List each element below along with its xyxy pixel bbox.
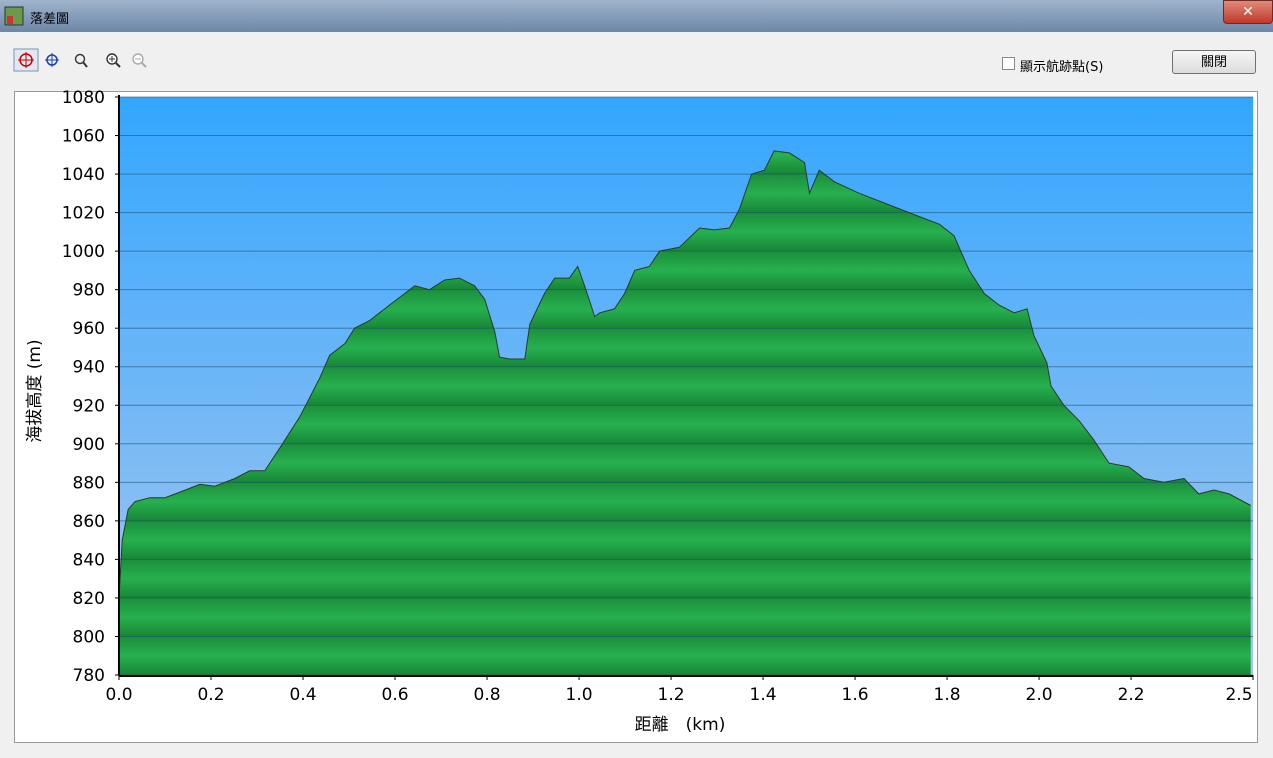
x-tick-label: 1.0 <box>566 685 593 705</box>
y-tick-label: 820 <box>73 589 105 609</box>
y-tick-label: 1000 <box>62 242 105 262</box>
x-tick-label: 0.6 <box>382 685 409 705</box>
tool-zoom-out[interactable] <box>132 53 147 68</box>
x-tick-label: 2.2 <box>1118 685 1145 705</box>
y-tick-label: 940 <box>73 358 105 378</box>
y-tick-label: 1020 <box>62 204 105 224</box>
y-tick-label: 980 <box>73 281 105 301</box>
x-tick-label: 2.0 <box>1026 685 1053 705</box>
x-tick-label: 1.6 <box>842 685 869 705</box>
tool-cross[interactable] <box>45 53 59 67</box>
x-axis-label: 距離 (km) <box>635 715 726 735</box>
tool-zoom-in[interactable] <box>106 53 121 68</box>
y-tick-label: 1080 <box>62 88 105 108</box>
toolbar-icons <box>13 48 147 72</box>
y-tick-label: 960 <box>73 319 105 339</box>
y-tick-label: 880 <box>73 473 105 493</box>
checkbox[interactable] <box>1002 57 1015 70</box>
y-tick-label: 1040 <box>62 165 105 185</box>
checkbox-label[interactable]: 顯示航跡點(S) <box>1020 60 1104 75</box>
y-axis-label: 海拔高度 (m) <box>25 339 45 442</box>
x-tick-label: 0.2 <box>197 685 224 705</box>
y-tick-label: 840 <box>73 550 105 570</box>
x-tick-label: 0.4 <box>289 685 316 705</box>
app-icon <box>4 6 24 26</box>
y-tick-label: 800 <box>73 627 105 647</box>
window-title: 落差圖 <box>30 12 70 27</box>
x-tick-label: 1.8 <box>934 685 961 705</box>
close-button[interactable]: ✕ <box>1223 0 1273 24</box>
y-tick-label: 860 <box>73 512 105 532</box>
y-tick-label: 900 <box>73 435 105 455</box>
elevation-line <box>118 150 1251 598</box>
y-tick-label: 1060 <box>62 127 105 147</box>
elevation-area <box>119 150 1251 675</box>
x-tick-label: 1.4 <box>750 685 777 705</box>
close-dialog-button[interactable]: 關閉 <box>1172 50 1256 74</box>
x-tick-label: 1.2 <box>658 685 685 705</box>
x-tick-label: 0.8 <box>474 685 501 705</box>
x-tick-label: 2.5 <box>1225 685 1252 705</box>
y-tick-label: 780 <box>73 666 105 686</box>
title-bar: 落差圖 ✕ <box>0 0 1273 32</box>
x-tick-label: 0.0 <box>105 685 132 705</box>
y-tick-label: 920 <box>73 396 105 416</box>
tool-zoom-area[interactable] <box>74 53 88 68</box>
